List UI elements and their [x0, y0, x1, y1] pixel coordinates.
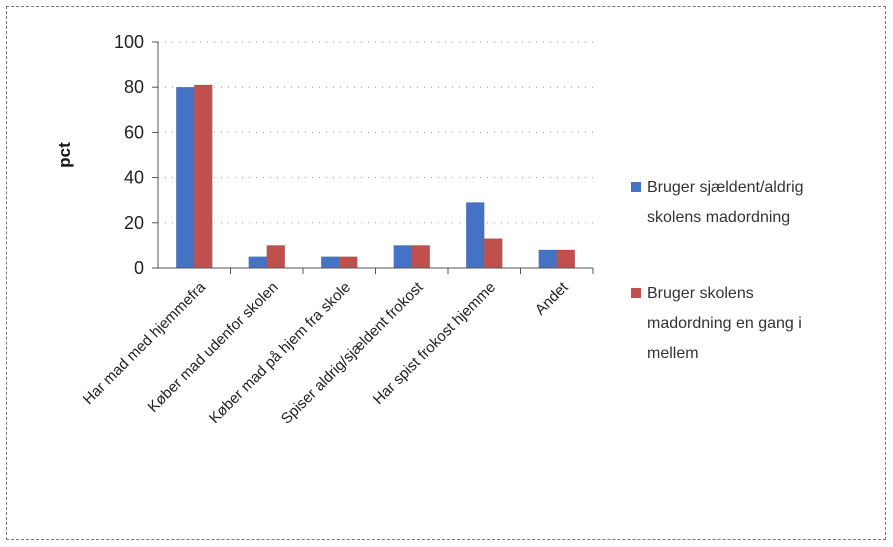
- legend-label: Bruger sjældent/aldrig: [647, 179, 804, 196]
- legend-label: Bruger skolens: [647, 285, 754, 302]
- axes: [152, 41, 594, 274]
- bar: [538, 249, 557, 269]
- bars: [176, 84, 575, 269]
- y-tick-label: 80: [124, 77, 144, 97]
- labels: 0 20 40 60 80 100 pct Har mad med hjemmefraKøbe…: [55, 32, 572, 428]
- legend: Bruger sjældent/aldrig skolens madordning…: [631, 179, 804, 362]
- x-category-label: Har mad med hjemmefra: [80, 278, 210, 408]
- bar: [484, 238, 503, 269]
- x-category-label: Andet: [532, 278, 572, 318]
- y-tick-label: 0: [134, 258, 144, 278]
- bar: [411, 245, 430, 269]
- legend-label: madordning en gang i: [647, 315, 802, 332]
- gridlines: [158, 41, 593, 224]
- x-category-label: Spiser aldrig/sjældent frokost: [278, 278, 427, 427]
- bar: [194, 84, 213, 269]
- y-tick-label: 40: [124, 168, 144, 188]
- y-axis-label: pct: [55, 142, 74, 168]
- x-category-label: Køber mad udenfor skolen: [145, 279, 282, 416]
- legend-swatch: [631, 288, 641, 298]
- y-tick-label: 20: [124, 213, 144, 233]
- legend-label: mellem: [647, 345, 699, 362]
- legend-label: skolens madordning: [647, 209, 790, 226]
- bar: [393, 245, 412, 269]
- legend-swatch: [631, 182, 641, 192]
- bar: [321, 256, 340, 269]
- bar: [266, 245, 285, 269]
- bar: [176, 86, 195, 269]
- x-category-label: Har spist frokost hjemme: [370, 279, 499, 408]
- y-tick-label: 60: [124, 122, 144, 142]
- bar: [339, 256, 358, 269]
- bar: [466, 202, 485, 269]
- x-category-label: Køber mad på hjem fra skole: [206, 279, 354, 427]
- y-tick-label: 100: [114, 32, 144, 52]
- bar: [556, 249, 575, 269]
- chart-frame: [6, 6, 886, 540]
- bar: [248, 256, 267, 269]
